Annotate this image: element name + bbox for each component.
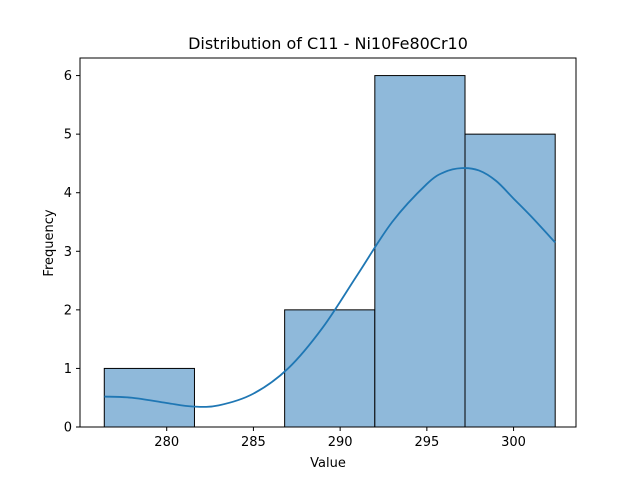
y-tick-label: 3 [64,245,72,260]
x-tick-label: 285 [241,435,266,450]
y-axis-ticks: 0 1 2 3 4 5 6 [64,69,80,436]
x-tick-label: 300 [501,435,526,450]
x-tick-label: 295 [414,435,439,450]
histogram-bar [284,309,376,428]
y-tick-label: 2 [64,303,72,318]
bars-group [103,75,556,428]
x-tick-label: 280 [154,435,179,450]
histogram-bar [464,133,556,428]
plot-frame [79,57,577,428]
y-tick-label: 5 [64,128,72,143]
y-tick-label: 4 [64,186,72,201]
y-axis-label: Frequency [42,209,57,276]
x-axis-ticks: 280 285 290 295 300 [154,427,526,450]
y-tick-label: 1 [64,362,72,377]
x-axis-label: Value [310,456,346,471]
chart-title: Distribution of C11 - Ni10Fe80Cr10 [188,34,468,53]
x-tick-label: 290 [328,435,353,450]
histogram-bar [374,75,466,428]
kde-curve [104,167,556,408]
y-tick-label: 6 [64,69,72,84]
y-tick-label: 0 [64,421,72,436]
